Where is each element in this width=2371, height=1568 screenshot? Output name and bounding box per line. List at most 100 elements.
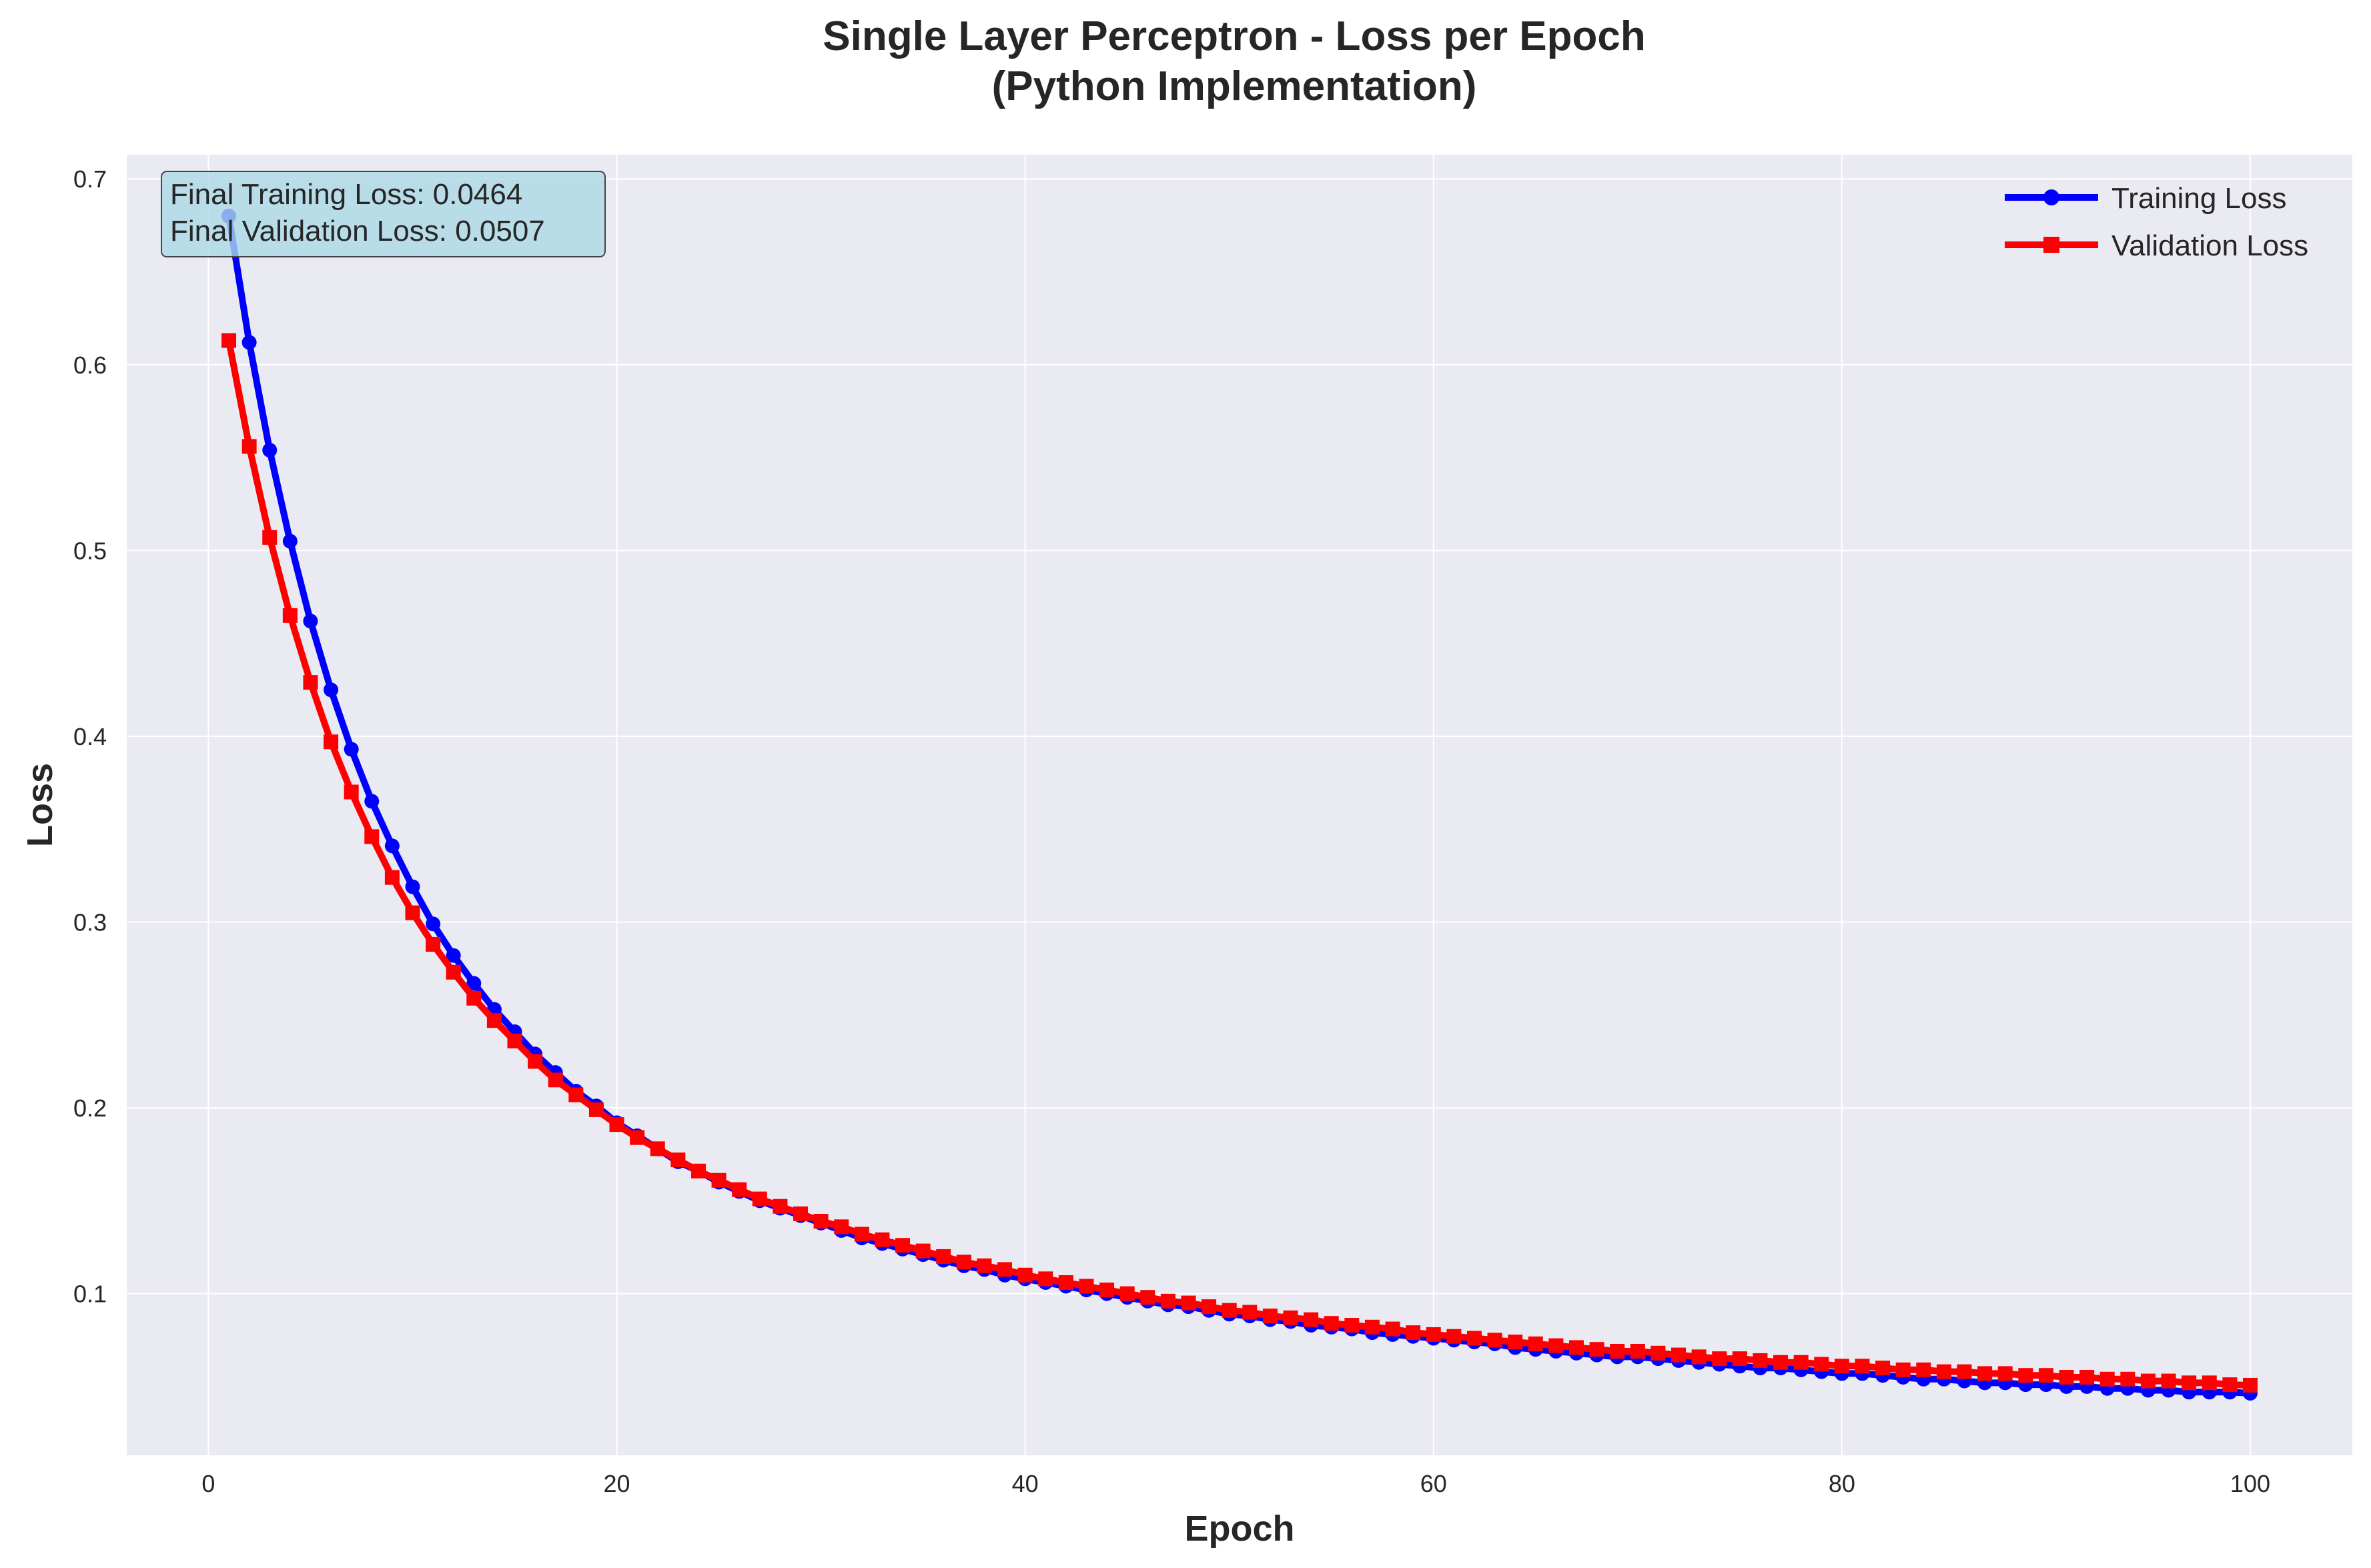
data-point: [344, 784, 359, 800]
data-point: [1140, 1290, 1155, 1305]
series-layer: [221, 208, 2258, 1401]
data-point: [895, 1238, 911, 1253]
data-point: [344, 742, 359, 757]
data-point: [466, 976, 482, 991]
data-point: [384, 838, 400, 854]
data-point: [650, 1141, 665, 1156]
x-tick-label: 20: [604, 1470, 630, 1497]
data-point: [384, 870, 400, 885]
data-point: [364, 829, 380, 844]
data-point: [1753, 1353, 1768, 1368]
data-point: [364, 794, 380, 809]
data-point: [1262, 1309, 1278, 1324]
data-point: [1773, 1355, 1789, 1370]
data-point: [2018, 1368, 2033, 1383]
y-tick-label: 0.2: [73, 1094, 107, 1122]
data-point: [609, 1117, 624, 1132]
data-point: [1446, 1329, 1462, 1344]
grid-lines: [127, 155, 2352, 1455]
tick-labels: 0 20 40 60 80 100 0.1 0.2 0.3 0.4 0.5 0.6 0.7: [73, 165, 2270, 1497]
data-point: [2038, 1368, 2053, 1383]
data-point: [793, 1206, 808, 1221]
data-point: [1160, 1293, 1175, 1309]
data-point: [1426, 1327, 1441, 1342]
data-point: [854, 1227, 869, 1242]
data-point: [446, 964, 461, 980]
legend: Training Loss Validation Loss: [2005, 182, 2308, 262]
data-point: [2099, 1371, 2115, 1387]
data-point: [732, 1182, 747, 1197]
data-point: [956, 1255, 971, 1270]
series-line: [225, 337, 2254, 1389]
data-point: [711, 1172, 727, 1188]
data-point: [324, 734, 339, 750]
data-point: [405, 905, 420, 920]
series-validation: [221, 333, 2258, 1393]
data-point: [1568, 1340, 1584, 1355]
data-point: [773, 1199, 788, 1214]
data-point: [1099, 1283, 1115, 1298]
data-point: [2079, 1370, 2095, 1385]
data-point: [670, 1152, 686, 1168]
data-point: [875, 1232, 890, 1247]
legend-label-validation: Validation Loss: [2111, 229, 2308, 262]
data-point: [1548, 1338, 1564, 1353]
data-point: [426, 936, 441, 952]
data-point: [221, 333, 237, 348]
data-point: [548, 1072, 563, 1088]
data-point: [1344, 1318, 1360, 1333]
annotation-line-validation: Final Validation Loss: 0.0507: [170, 215, 545, 247]
x-tick-label: 80: [1829, 1470, 1855, 1497]
data-point: [915, 1243, 931, 1259]
data-point: [528, 1054, 543, 1069]
y-tick-label: 0.3: [73, 909, 107, 936]
y-tick-label: 0.1: [73, 1281, 107, 1308]
y-tick-label: 0.7: [73, 165, 107, 193]
data-point: [1181, 1295, 1196, 1311]
x-tick-label: 0: [201, 1470, 215, 1497]
legend-item-validation: Validation Loss: [2005, 229, 2308, 262]
y-axis-label: Loss: [20, 763, 60, 847]
data-point: [1304, 1312, 1319, 1327]
legend-label-training: Training Loss: [2111, 182, 2287, 215]
data-point: [813, 1214, 829, 1229]
y-tick-label: 0.5: [73, 537, 107, 564]
legend-item-training: Training Loss: [2005, 182, 2287, 215]
data-point: [2059, 1370, 2074, 1385]
data-point: [2182, 1375, 2197, 1391]
x-tick-label: 60: [1420, 1470, 1447, 1497]
data-point: [1793, 1355, 1809, 1370]
data-point: [834, 1219, 849, 1235]
data-point: [262, 442, 278, 458]
data-point: [405, 879, 420, 894]
chart-title-line-2: (Python Implementation): [992, 63, 1477, 109]
data-point: [977, 1258, 992, 1273]
data-point: [1202, 1299, 1217, 1315]
data-point: [2202, 1375, 2217, 1391]
data-point: [1610, 1344, 1625, 1359]
data-point: [262, 530, 278, 545]
data-point: [426, 916, 441, 932]
data-point: [1079, 1279, 1094, 1294]
annotation-box: [161, 171, 606, 257]
data-point: [1997, 1366, 2013, 1381]
data-point: [997, 1262, 1013, 1277]
data-point: [1364, 1319, 1380, 1335]
data-point: [1895, 1362, 1911, 1377]
data-point: [1508, 1335, 1523, 1350]
data-point: [752, 1191, 767, 1207]
data-point: [1017, 1267, 1033, 1283]
annotation-line-training: Final Training Loss: 0.0464: [170, 178, 522, 211]
data-point: [1058, 1275, 1073, 1290]
data-point: [588, 1102, 604, 1117]
data-point: [1732, 1351, 1747, 1367]
data-point: [282, 608, 298, 623]
chart-title-line-1: Single Layer Perceptron - Loss per Epoch: [823, 13, 1645, 59]
data-point: [466, 990, 482, 1006]
data-point: [2242, 1377, 2258, 1393]
data-point: [1406, 1325, 1421, 1341]
data-point: [1466, 1331, 1482, 1346]
data-point: [690, 1163, 706, 1179]
final-loss-annotation: Final Training Loss: 0.0464 Final Valida…: [161, 171, 606, 257]
